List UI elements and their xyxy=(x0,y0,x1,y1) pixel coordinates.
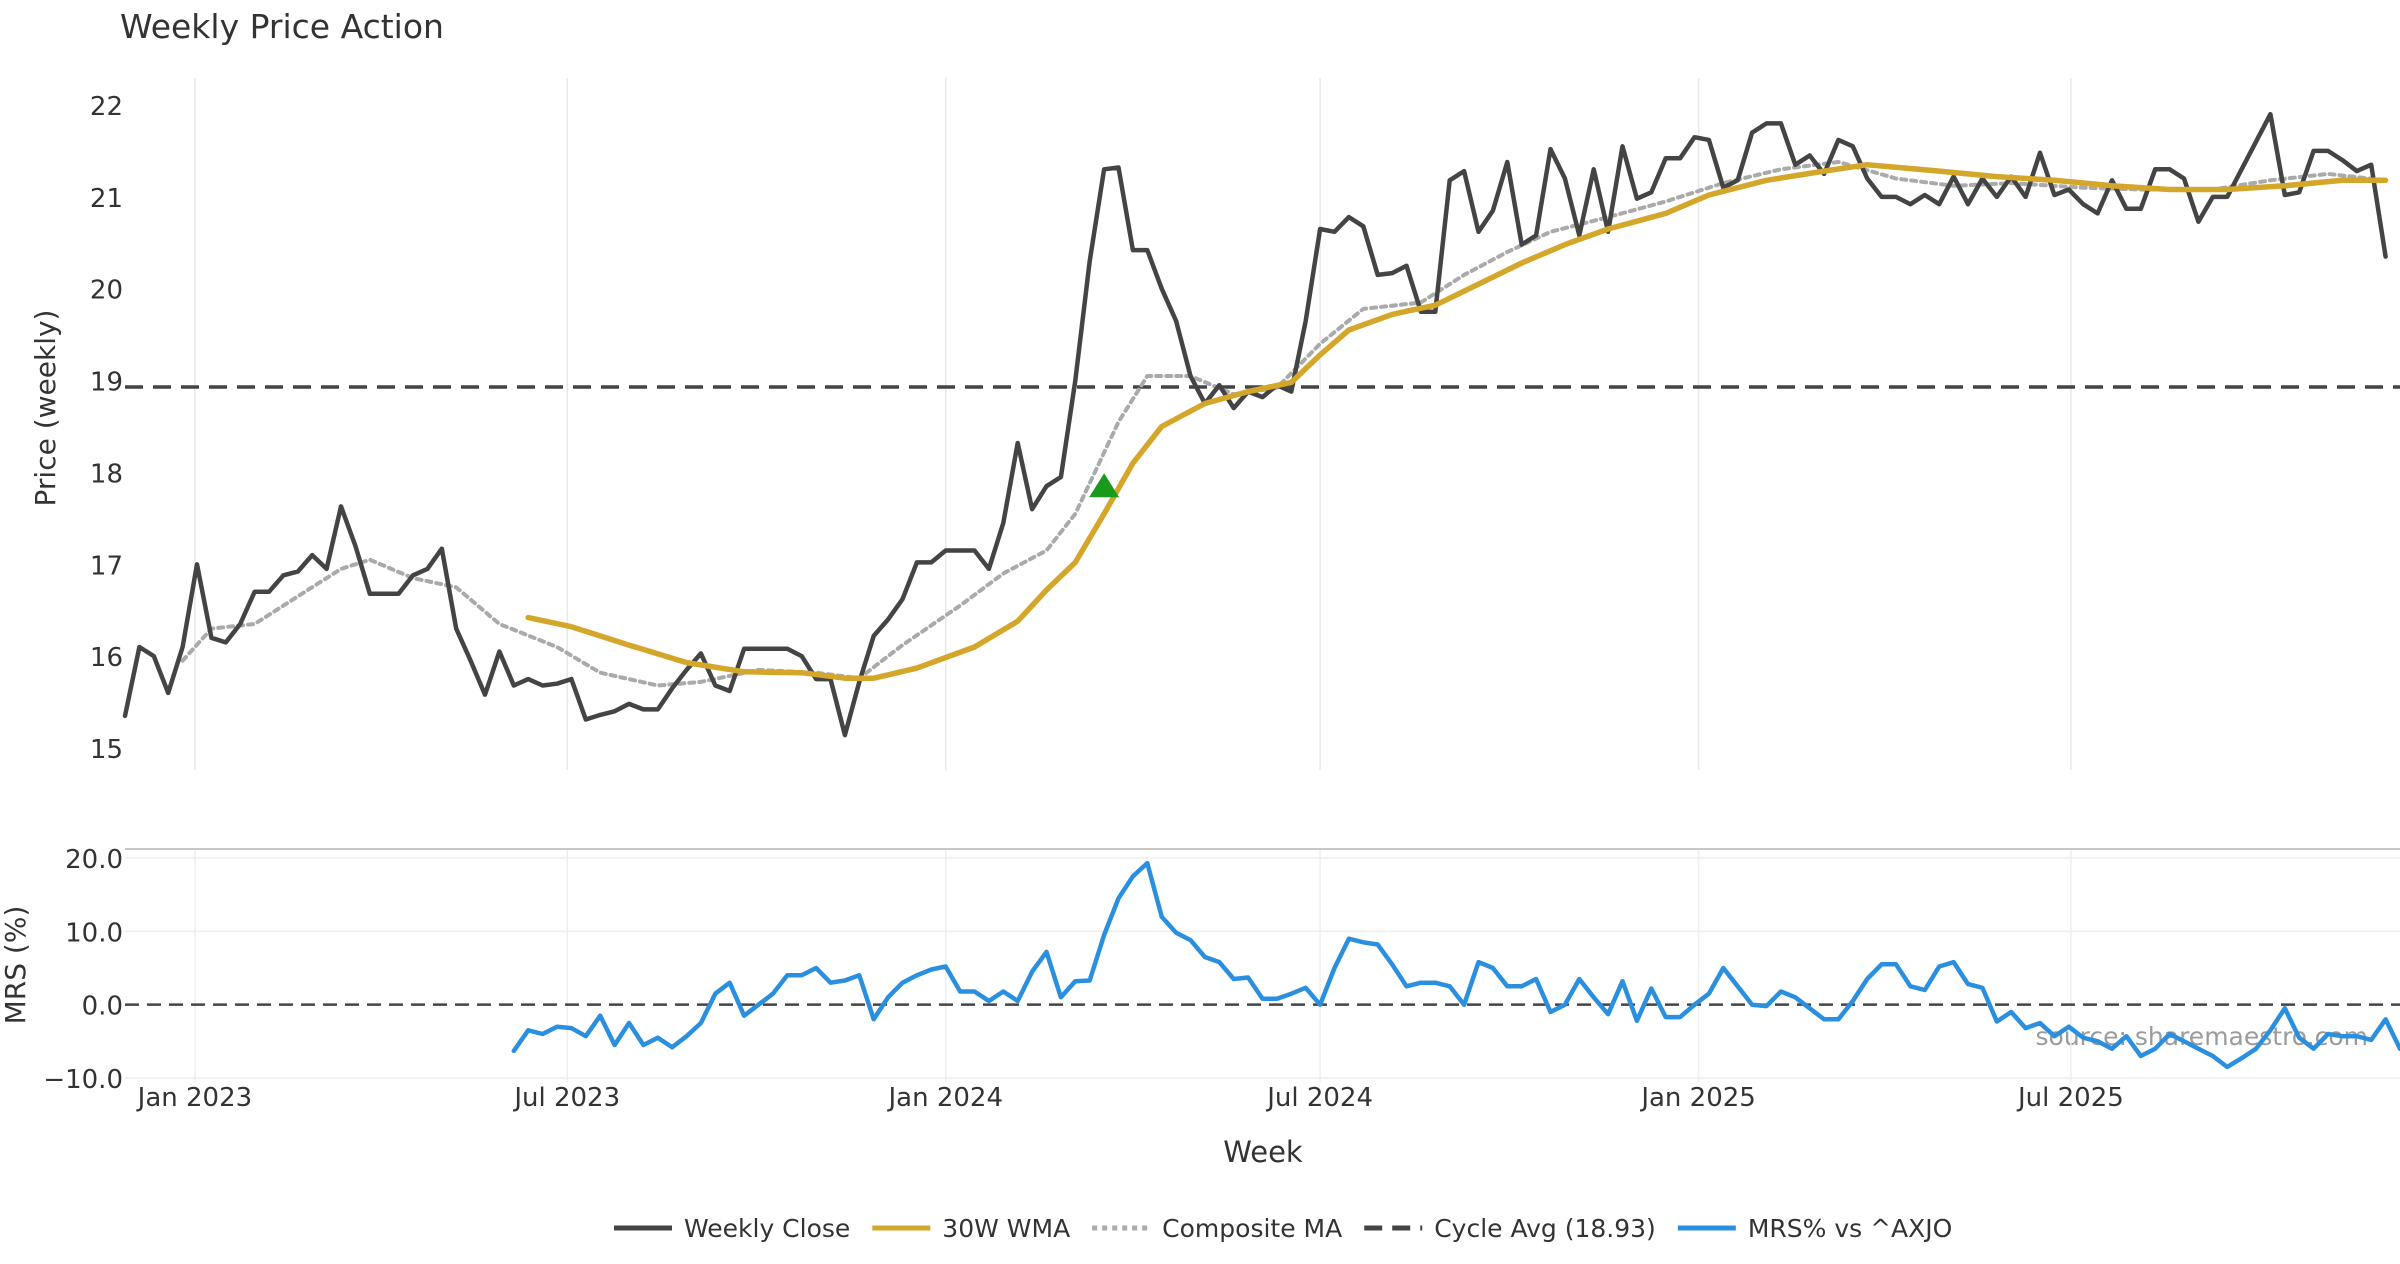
legend-label-3: Cycle Avg (18.93) xyxy=(1434,1214,1656,1243)
x-tick-label-3: Jul 2024 xyxy=(1265,1083,1373,1113)
legend-item-4: MRS% vs ^AXJO xyxy=(1677,1214,1953,1243)
x-tick-label-0: Jan 2023 xyxy=(136,1083,253,1113)
price-ytick-21: 21 xyxy=(90,184,123,214)
x-tick-label-2: Jan 2024 xyxy=(886,1083,1003,1113)
x-tick-label-1: Jul 2023 xyxy=(512,1083,620,1113)
price-ytick-17: 17 xyxy=(90,551,123,581)
x-axis-label: Week xyxy=(1223,1135,1303,1169)
x-tick-label-5: Jul 2025 xyxy=(2016,1083,2124,1113)
legend: Weekly Close 30W WMA Composite MA Cycle Avg… xyxy=(614,1214,1952,1243)
mrs-axis-label: MRS (%) xyxy=(0,906,32,1025)
price-ytick-22: 22 xyxy=(90,92,123,122)
price-ytick-19: 19 xyxy=(90,368,123,398)
mrs-ytick-3: 20.0 xyxy=(65,845,123,875)
legend-label-0: Weekly Close xyxy=(684,1214,850,1243)
x-tick-label-4: Jan 2025 xyxy=(1639,1083,1756,1113)
legend-label-4: MRS% vs ^AXJO xyxy=(1748,1214,1953,1243)
price-ytick-16: 16 xyxy=(90,643,123,673)
price-ytick-18: 18 xyxy=(90,459,123,489)
series-weekly-close xyxy=(122,111,2388,738)
legend-label-2: Composite MA xyxy=(1162,1214,1342,1243)
legend-item-0: Weekly Close xyxy=(614,1214,850,1243)
legend-label-1: 30W WMA xyxy=(942,1214,1070,1243)
mrs-ytick-0: −10.0 xyxy=(43,1065,123,1095)
price-axis-label: Price (weekly) xyxy=(29,310,62,507)
buy-signal-marker xyxy=(1089,473,1120,498)
legend-item-3: Cycle Avg (18.93) xyxy=(1364,1214,1656,1243)
price-ytick-15: 15 xyxy=(90,735,123,765)
price-ytick-20: 20 xyxy=(90,276,123,306)
series-mrs xyxy=(511,860,2400,1070)
chart-layer: 15 16 17 18 19 20 21 22 −10.0 0.0 10.0 20.0 Jan 2023… xyxy=(43,78,2400,1113)
mrs-ytick-1: 0.0 xyxy=(82,992,123,1022)
legend-item-1: 30W WMA xyxy=(872,1214,1070,1243)
legend-item-2: Composite MA xyxy=(1092,1214,1342,1243)
mrs-ytick-2: 10.0 xyxy=(65,918,123,948)
series-composite-ma xyxy=(180,160,2388,688)
chart-title: Weekly Price Action xyxy=(120,7,444,46)
series-30w-wma xyxy=(525,161,2389,681)
